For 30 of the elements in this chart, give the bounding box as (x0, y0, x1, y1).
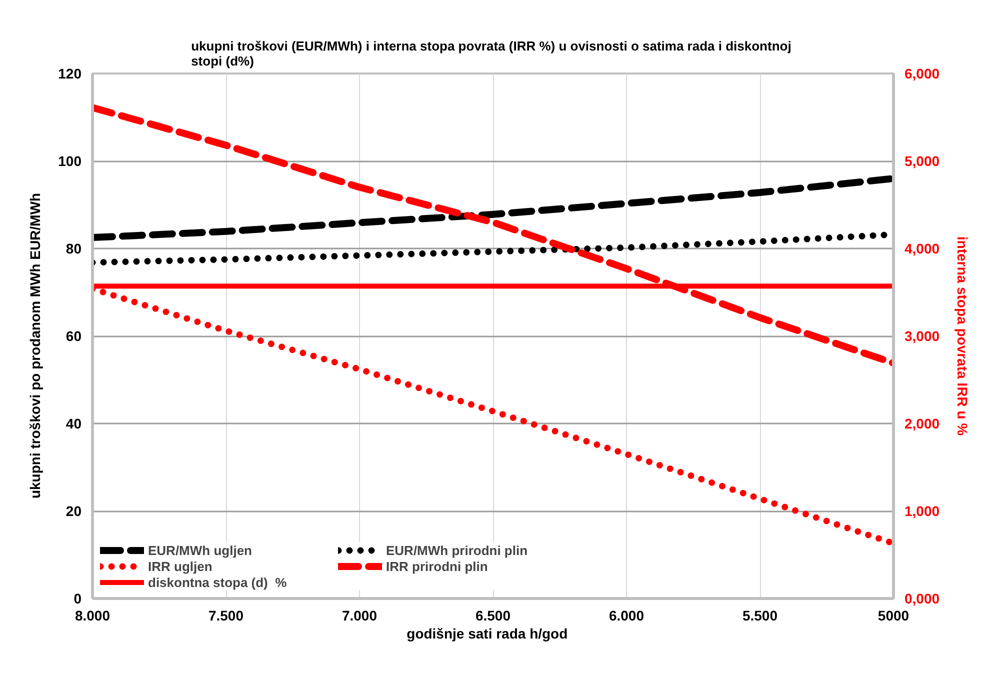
x-axis-title: godišnje sati rada h/god (406, 626, 568, 642)
y-tick-label: 0 (74, 590, 82, 606)
y-tick-label: 20 (66, 503, 82, 519)
y2-tick-label: 5,000 (904, 153, 940, 169)
legend-label: diskontna stopa (d) % (148, 574, 288, 590)
y2-tick-label: 0,000 (904, 590, 940, 606)
legend-label: EUR/MWh ugljen (148, 542, 253, 558)
x-tick-label: 7.500 (208, 608, 244, 624)
y2-tick-label: 1,000 (904, 503, 940, 519)
y2-tick-label: 2,000 (904, 416, 940, 432)
x-tick-label: 8.000 (74, 608, 110, 624)
x-tick-label: 7.000 (342, 608, 378, 624)
y2-tick-label: 6,000 (904, 66, 940, 82)
y2-axis-title: interna stopa povrata IRR u % (954, 236, 971, 436)
x-tick-label: 5.500 (742, 608, 778, 624)
legend-label: EUR/MWh prirodni plin (386, 542, 529, 558)
y-tick-label: 120 (58, 66, 82, 82)
chart-title: ukupni troškovi (EUR/MWh) i interna stopa povrata (IRR %) u ovisnosti o satima rada i diskontnoj stopi (d%) (191, 38, 792, 68)
y2-tick-label: 4,000 (904, 240, 940, 256)
legend-label: IRR prirodni plin (386, 558, 489, 574)
x-tick-label: 6.500 (475, 608, 511, 624)
y2-tick-label: 3,000 (904, 328, 940, 344)
y-axis-title: ukupni troškovi po prodanom MWh EUR/MWh (27, 192, 44, 499)
y-tick-label: 100 (58, 153, 82, 169)
x-tick-label: 5000 (878, 608, 910, 624)
y-tick-label: 60 (66, 328, 82, 344)
legend-label: IRR ugljen (148, 558, 214, 574)
x-tick-label: 6.000 (608, 608, 644, 624)
y-tick-label: 40 (66, 416, 82, 432)
y-tick-label: 80 (66, 240, 82, 256)
